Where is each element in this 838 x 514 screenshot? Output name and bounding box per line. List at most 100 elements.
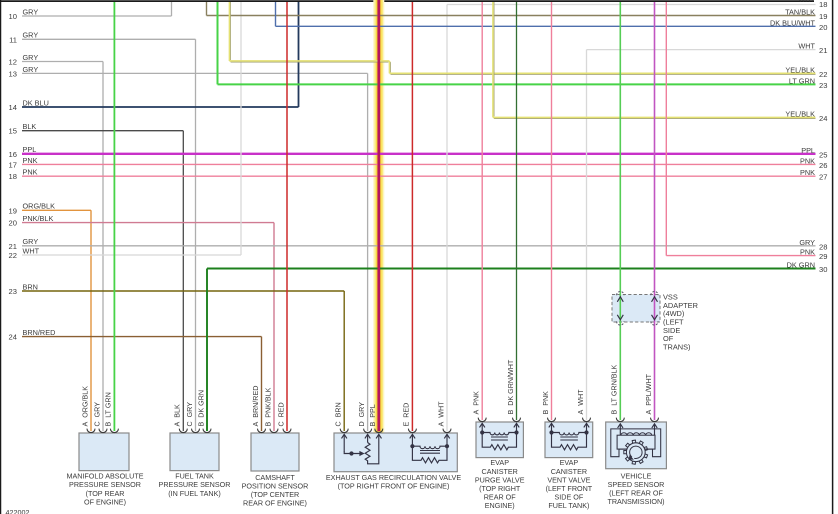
svg-text:C BRN: C BRN bbox=[335, 402, 343, 426]
svg-text:30: 30 bbox=[819, 265, 827, 274]
svg-text:DK BLU: DK BLU bbox=[23, 98, 49, 107]
svg-text:(TOP RIGHT FRONT OF ENGINE): (TOP RIGHT FRONT OF ENGINE) bbox=[338, 482, 450, 491]
svg-text:(TOP REAR: (TOP REAR bbox=[86, 489, 125, 498]
svg-text:17: 17 bbox=[9, 160, 17, 169]
svg-text:24: 24 bbox=[819, 114, 827, 123]
svg-text:A PNK: A PNK bbox=[473, 391, 481, 415]
svg-text:GRY: GRY bbox=[23, 31, 39, 40]
svg-text:11: 11 bbox=[9, 35, 17, 44]
svg-text:FUEL TANK): FUEL TANK) bbox=[548, 501, 589, 510]
svg-text:YEL/BLK: YEL/BLK bbox=[785, 110, 815, 119]
svg-text:19: 19 bbox=[9, 206, 17, 215]
svg-text:12: 12 bbox=[9, 58, 17, 67]
svg-text:PNK: PNK bbox=[800, 156, 815, 165]
svg-text:(4WD): (4WD) bbox=[663, 309, 684, 318]
svg-text:VENT VALVE: VENT VALVE bbox=[547, 475, 590, 484]
svg-text:CANISTER: CANISTER bbox=[482, 467, 518, 476]
svg-text:B DK GRN/WHT: B DK GRN/WHT bbox=[507, 359, 515, 414]
svg-text:DK GRN: DK GRN bbox=[787, 261, 815, 270]
svg-text:A PPL/WHT: A PPL/WHT bbox=[645, 373, 653, 414]
svg-text:GRY: GRY bbox=[23, 65, 39, 74]
svg-text:LT GRN: LT GRN bbox=[789, 76, 815, 85]
svg-text:REAR OF: REAR OF bbox=[484, 493, 517, 502]
svg-text:BRN/RED: BRN/RED bbox=[23, 328, 56, 337]
svg-text:A WHT: A WHT bbox=[577, 389, 585, 415]
svg-text:23: 23 bbox=[819, 81, 827, 90]
svg-text:ADAPTER: ADAPTER bbox=[663, 301, 698, 310]
svg-text:TRANS): TRANS) bbox=[663, 342, 691, 351]
svg-text:SIDE: SIDE bbox=[663, 326, 680, 335]
svg-text:B LT GRN/BLK: B LT GRN/BLK bbox=[611, 365, 619, 415]
svg-text:(IN FUEL TANK): (IN FUEL TANK) bbox=[168, 489, 221, 498]
svg-text:BRN: BRN bbox=[23, 282, 38, 291]
svg-text:16: 16 bbox=[9, 150, 17, 159]
svg-text:ENGINE): ENGINE) bbox=[485, 501, 515, 510]
svg-text:21: 21 bbox=[819, 46, 827, 55]
svg-text:WHT: WHT bbox=[23, 246, 40, 255]
svg-text:B PNK: B PNK bbox=[542, 391, 550, 415]
svg-text:YEL/BLK: YEL/BLK bbox=[785, 65, 815, 74]
svg-text:PNK: PNK bbox=[800, 248, 815, 257]
svg-text:(LEFT: (LEFT bbox=[663, 318, 684, 327]
svg-text:VEHICLE: VEHICLE bbox=[621, 471, 652, 480]
svg-text:WHT: WHT bbox=[798, 42, 815, 51]
svg-text:ORG/BLK: ORG/BLK bbox=[23, 202, 56, 211]
svg-text:CANISTER: CANISTER bbox=[551, 467, 587, 476]
svg-text:SIDE OF: SIDE OF bbox=[555, 493, 584, 502]
svg-text:MANIFOLD ABSOLUTE: MANIFOLD ABSOLUTE bbox=[66, 472, 143, 481]
svg-text:PNK: PNK bbox=[800, 168, 815, 177]
svg-text:EXHAUST GAS RECIRCULATION VALV: EXHAUST GAS RECIRCULATION VALVE bbox=[326, 473, 461, 482]
svg-text:PNK: PNK bbox=[23, 168, 38, 177]
svg-text:D GRY: D GRY bbox=[358, 402, 366, 427]
svg-text:23: 23 bbox=[9, 287, 17, 296]
svg-text:20: 20 bbox=[9, 219, 17, 228]
svg-text:A WHT: A WHT bbox=[437, 401, 445, 427]
svg-text:20: 20 bbox=[819, 23, 827, 32]
svg-text:A BRN/RED: A BRN/RED bbox=[252, 386, 260, 427]
svg-text:PRESSURE SENSOR: PRESSURE SENSOR bbox=[69, 480, 141, 489]
svg-text:EVAP: EVAP bbox=[560, 458, 579, 467]
svg-text:TRANSMISSION): TRANSMISSION) bbox=[607, 497, 664, 506]
svg-text:C GRY: C GRY bbox=[93, 402, 101, 427]
svg-text:18: 18 bbox=[819, 0, 827, 9]
svg-text:OF ENGINE): OF ENGINE) bbox=[84, 497, 126, 506]
svg-text:REAR OF ENGINE): REAR OF ENGINE) bbox=[243, 499, 307, 508]
svg-text:18: 18 bbox=[9, 172, 17, 181]
svg-text:C RED: C RED bbox=[277, 402, 285, 426]
svg-text:BLK: BLK bbox=[23, 122, 37, 131]
svg-text:19: 19 bbox=[819, 12, 827, 21]
svg-text:15: 15 bbox=[9, 127, 17, 136]
svg-text:OF: OF bbox=[663, 334, 674, 343]
svg-text:PURGE VALVE: PURGE VALVE bbox=[475, 475, 525, 484]
svg-text:(LEFT REAR OF: (LEFT REAR OF bbox=[609, 489, 663, 498]
svg-text:PRESSURE SENSOR: PRESSURE SENSOR bbox=[159, 480, 231, 489]
svg-text:PPL: PPL bbox=[23, 145, 37, 154]
svg-text:FUEL TANK: FUEL TANK bbox=[175, 472, 214, 481]
svg-text:27: 27 bbox=[819, 173, 827, 182]
svg-text:25: 25 bbox=[819, 150, 827, 159]
svg-text:14: 14 bbox=[9, 103, 17, 112]
svg-text:PNK: PNK bbox=[23, 156, 38, 165]
svg-text:10: 10 bbox=[9, 12, 17, 21]
svg-text:GRY: GRY bbox=[23, 53, 39, 62]
svg-text:28: 28 bbox=[819, 242, 827, 251]
svg-text:A ORG/BLK: A ORG/BLK bbox=[81, 386, 89, 427]
svg-text:GRY: GRY bbox=[23, 237, 39, 246]
svg-text:26: 26 bbox=[819, 161, 827, 170]
svg-text:SPEED SENSOR: SPEED SENSOR bbox=[608, 480, 665, 489]
svg-text:VSS: VSS bbox=[663, 293, 678, 302]
svg-text:29: 29 bbox=[819, 252, 827, 261]
svg-text:B PNK/BLK: B PNK/BLK bbox=[264, 387, 272, 426]
svg-text:A BLK: A BLK bbox=[174, 404, 182, 426]
svg-text:22: 22 bbox=[9, 251, 17, 260]
svg-text:TAN/BLK: TAN/BLK bbox=[785, 8, 815, 17]
svg-text:GRY: GRY bbox=[23, 7, 39, 16]
svg-text:DK BLU/WHT: DK BLU/WHT bbox=[770, 18, 816, 27]
svg-text:PPL: PPL bbox=[801, 146, 815, 155]
svg-text:B LT GRN: B LT GRN bbox=[105, 392, 113, 426]
svg-text:E RED: E RED bbox=[403, 403, 411, 427]
svg-text:22: 22 bbox=[819, 70, 827, 79]
svg-text:13: 13 bbox=[9, 69, 17, 78]
svg-text:21: 21 bbox=[9, 242, 17, 251]
svg-text:24: 24 bbox=[9, 333, 17, 342]
